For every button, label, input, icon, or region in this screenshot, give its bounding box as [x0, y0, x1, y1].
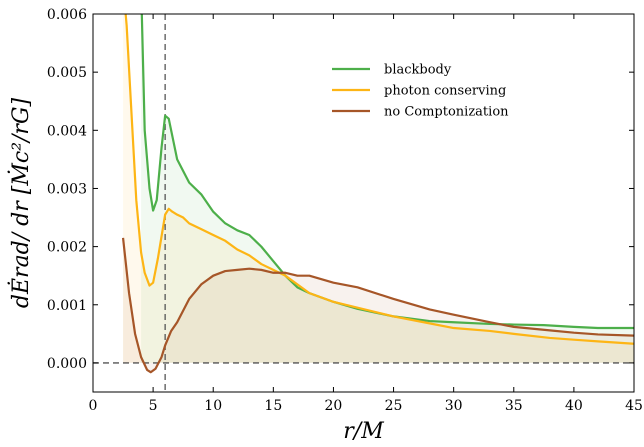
x-axis: 0 5 10 15 20 25 30 35 40 45 [89, 14, 643, 414]
legend: blackbody photon conserving no Comptonizat… [332, 63, 509, 120]
x-tick-label: 0 [89, 398, 98, 414]
x-tick-label: 20 [325, 398, 343, 414]
y-tick-label: 0.003 [47, 181, 87, 197]
series-fill [123, 14, 634, 363]
y-axis-label: dĖrad/ dr [Ṁc²/rG] [7, 97, 34, 308]
series-line-blackbody [140, 14, 634, 330]
y-tick-label: 0.006 [47, 7, 87, 23]
legend-label: photon conserving [384, 84, 506, 99]
y-tick-label: 0.002 [47, 240, 87, 256]
legend-label: blackbody [384, 63, 452, 78]
fill-layer [123, 14, 634, 373]
series-fill [123, 237, 634, 373]
x-tick-label: 35 [505, 398, 523, 414]
grid-layer [93, 14, 634, 392]
y-tick-label: 0.001 [47, 298, 87, 314]
series-line-no-comptonization [121, 237, 634, 374]
x-tick-label: 5 [149, 398, 158, 414]
x-tick-label: 30 [445, 398, 463, 414]
series-line-photon-conserving [124, 14, 634, 345]
x-tick-label: 25 [385, 398, 403, 414]
y-tick-label: 0.004 [47, 123, 87, 139]
y-tick-label: 0.000 [47, 356, 87, 372]
y-axis: 0.000 0.001 0.002 0.003 0.004 0.005 0.006 [47, 7, 634, 372]
x-tick-label: 15 [264, 398, 282, 414]
legend-label: no Comptonization [384, 105, 509, 120]
series-fill [141, 14, 634, 363]
x-tick-label: 10 [204, 398, 222, 414]
series-layer [121, 14, 634, 374]
x-tick-label: 45 [625, 398, 643, 414]
x-axis-label: r/M [343, 419, 384, 444]
plot-frame [92, 13, 635, 393]
y-tick-label: 0.005 [47, 65, 87, 81]
x-tick-label: 40 [565, 398, 583, 414]
